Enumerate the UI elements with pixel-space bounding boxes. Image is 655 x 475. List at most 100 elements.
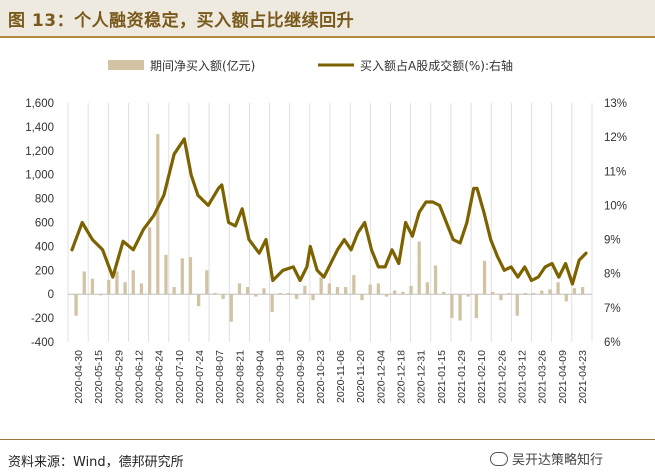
chart: 期间净买入额(亿元) 买入额占A股成交额(%):右轴 -400 -200 0 200 400… (25, 58, 627, 404)
bar (295, 294, 299, 299)
bar (360, 294, 364, 301)
y-left-tick-label: 1,200 (25, 146, 54, 158)
bar (131, 270, 135, 295)
bar (564, 294, 568, 302)
bar (433, 265, 438, 295)
y-right-tick-label: 8% (604, 269, 621, 281)
bar (286, 293, 291, 295)
y-right-tick-label: 10% (604, 200, 627, 212)
bar (548, 289, 552, 295)
watermark: 吴开达策略知行 (490, 449, 603, 468)
bar (393, 290, 397, 295)
bar (572, 288, 577, 295)
bar (254, 294, 258, 297)
y-left-tick-label: 1,000 (25, 170, 54, 182)
x-tick-label: 2020-04-30 (73, 350, 85, 404)
y-left-tick-label: 600 (35, 218, 54, 230)
x-tick-label: 2020-11-06 (335, 350, 347, 403)
y-right-tick-label: 9% (604, 235, 621, 247)
bar (540, 290, 544, 295)
title-bar: 图 13：个人融资稳定，买入额占比继续回升 (0, 0, 655, 36)
x-tick-label: 2020-12-31 (416, 350, 428, 404)
bar (147, 227, 152, 295)
bar (172, 287, 176, 295)
x-tick-label: 2021-01-15 (436, 350, 448, 404)
bar (319, 277, 323, 295)
bar (213, 293, 217, 295)
x-tick-label: 2021-03-26 (537, 350, 549, 404)
bar (188, 257, 193, 295)
x-tick-label: 2020-08-07 (214, 350, 226, 404)
legend-line-label: 买入额占A股成交额(%):右轴 (360, 58, 513, 73)
bar (531, 293, 536, 295)
x-tick-label: 2020-06-12 (134, 350, 146, 404)
x-tick-label: 2020-11-20 (355, 350, 367, 403)
y-right-tick-label: 6% (604, 337, 621, 349)
x-tick-label: 2020-09-04 (254, 350, 266, 404)
bar (164, 254, 168, 295)
bar (205, 270, 209, 295)
bar (270, 294, 274, 313)
x-tick-label: 2020-12-18 (396, 350, 408, 404)
bar (98, 294, 103, 296)
bar (556, 282, 560, 295)
bar (180, 258, 184, 295)
bar (507, 293, 511, 295)
bar (352, 275, 356, 295)
bar (515, 294, 519, 316)
bar (303, 285, 307, 295)
x-tick-label: 2021-04-09 (557, 350, 569, 404)
bar (401, 291, 405, 295)
bar (196, 294, 201, 307)
x-tick-label: 2020-12-04 (375, 350, 387, 404)
bar (311, 294, 315, 301)
legend-bar-label: 期间净买入额(亿元) (150, 58, 255, 73)
x-tick-label: 2021-01-29 (456, 350, 468, 404)
bar (90, 278, 95, 295)
y-right-tick-label: 11% (604, 166, 626, 178)
bar (409, 285, 413, 295)
bar (278, 293, 282, 295)
bar (115, 271, 119, 295)
x-tick-label: 2020-05-15 (93, 350, 105, 404)
bar (139, 283, 144, 295)
y-left-tick-label: -400 (31, 337, 54, 349)
watermark-text: 吴开达策略知行 (512, 453, 604, 468)
page-title: 图 13：个人融资稳定，买入额占比继续回升 (8, 11, 355, 31)
bar (335, 287, 340, 295)
bar (368, 284, 372, 295)
footer-divider (0, 439, 655, 440)
bar (74, 294, 78, 316)
x-tick-label: 2020-07-24 (194, 350, 206, 404)
y-left-tick-label: 200 (35, 265, 54, 277)
bar (82, 271, 86, 295)
x-tick-label: 2021-02-10 (476, 350, 488, 404)
bar (425, 282, 430, 295)
y-right-tick-label: 7% (604, 303, 621, 315)
bar (344, 287, 348, 295)
wechat-icon (490, 452, 508, 466)
y-left-tick-label: 1,400 (25, 122, 54, 134)
y-right-tick-label: 13% (604, 98, 627, 110)
x-tick-label: 2021-04-23 (577, 350, 589, 404)
bar (499, 294, 503, 301)
bar (482, 260, 487, 295)
x-tick-label: 2020-09-18 (275, 350, 287, 404)
y-left-tick-label: 800 (35, 194, 54, 206)
title-divider (0, 36, 655, 38)
y-left-tick-label: 1,600 (25, 98, 54, 110)
bar (262, 288, 266, 295)
legend-bar-swatch (108, 60, 144, 70)
x-tick-label: 2021-03-12 (516, 350, 528, 404)
x-tick-label: 2020-08-21 (234, 350, 246, 404)
bar (123, 282, 127, 295)
x-tick-label: 2020-06-24 (154, 350, 166, 404)
bar (474, 294, 479, 319)
bar (442, 291, 446, 295)
bar (229, 294, 233, 322)
x-tick-label: 2020-07-10 (174, 350, 186, 404)
y-left-tick-label: -200 (31, 313, 54, 325)
bar (384, 294, 389, 297)
source-note: 资料来源：Wind，德邦研究所 (8, 455, 184, 470)
bar (580, 287, 585, 295)
